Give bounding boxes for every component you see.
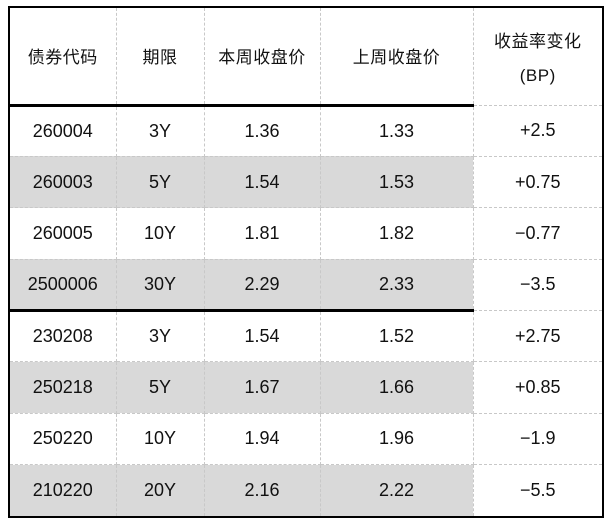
yield-change-cell: −0.77 <box>473 207 602 260</box>
yield-change-cell: +2.75 <box>473 310 602 363</box>
this-week-close-cell: 1.67 <box>204 361 321 414</box>
term-cell: 10Y <box>116 207 205 260</box>
bond-code-cell: 260005 <box>10 207 117 260</box>
bond-code-cell: 260004 <box>10 105 117 157</box>
bond-code-cell: 250220 <box>10 413 117 466</box>
table-header: 债券代码 期限 本周收盘价 上周收盘价 收益率变化 (BP) <box>10 8 602 107</box>
bond-code-cell: 210220 <box>10 464 117 516</box>
term-cell: 5Y <box>116 156 205 209</box>
this-week-close-cell: 2.16 <box>204 464 321 516</box>
last-week-close-cell: 1.33 <box>320 105 474 157</box>
this-week-close-cell: 1.81 <box>204 207 321 260</box>
this-week-close-cell: 1.54 <box>204 310 321 363</box>
table-row: 250220 10Y 1.94 1.96 −1.9 <box>10 413 602 466</box>
this-week-close-cell: 2.29 <box>204 259 321 313</box>
this-week-close-cell: 1.36 <box>204 105 321 157</box>
last-week-close-cell: 1.82 <box>320 207 474 260</box>
yield-change-label-line2: (BP) <box>519 65 556 85</box>
last-week-close-cell: 1.52 <box>320 310 474 363</box>
data-table: 债券代码 期限 本周收盘价 上周收盘价 收益率变化 (BP) 260004 3Y <box>10 8 602 516</box>
yield-change-cell: +0.85 <box>473 361 602 414</box>
table-row: 260003 5Y 1.54 1.53 +0.75 <box>10 156 602 209</box>
yield-change-label-line1: 收益率变化 <box>494 31 582 51</box>
bond-yield-table: 债券代码 期限 本周收盘价 上周收盘价 收益率变化 (BP) 260004 3Y <box>8 6 604 518</box>
bond-code-cell: 250218 <box>10 361 117 414</box>
col-header-this-week-close: 本周收盘价 <box>204 8 321 107</box>
table-row: 230208 3Y 1.54 1.52 +2.75 <box>10 310 602 363</box>
yield-change-cell: +2.5 <box>473 105 602 157</box>
table-row: 260004 3Y 1.36 1.33 +2.5 <box>10 105 602 157</box>
term-cell: 10Y <box>116 413 205 466</box>
col-header-bond-code: 债券代码 <box>10 8 117 107</box>
table-row: 250218 5Y 1.67 1.66 +0.85 <box>10 361 602 414</box>
yield-change-cell: −1.9 <box>473 413 602 466</box>
term-cell: 3Y <box>116 310 205 363</box>
term-cell: 30Y <box>116 259 205 313</box>
yield-change-cell: −5.5 <box>473 464 602 516</box>
last-week-close-cell: 1.96 <box>320 413 474 466</box>
this-week-close-cell: 1.54 <box>204 156 321 209</box>
table-body: 260004 3Y 1.36 1.33 +2.5 260003 5Y 1.54 … <box>10 105 602 516</box>
col-header-yield-change-bp: 收益率变化 (BP) <box>473 8 602 106</box>
last-week-close-cell: 1.53 <box>320 156 474 209</box>
bond-code-cell: 2500006 <box>10 259 117 313</box>
last-week-close-cell: 2.22 <box>320 464 474 516</box>
term-cell: 20Y <box>116 464 205 516</box>
yield-change-cell: +0.75 <box>473 156 602 209</box>
bond-code-cell: 230208 <box>10 310 117 363</box>
table-row: 210220 20Y 2.16 2.22 −5.5 <box>10 464 602 516</box>
yield-change-cell: −3.5 <box>473 259 602 312</box>
header-row: 债券代码 期限 本周收盘价 上周收盘价 收益率变化 (BP) <box>10 8 602 107</box>
last-week-close-cell: 2.33 <box>320 259 474 313</box>
table-row: 2500006 30Y 2.29 2.33 −3.5 <box>10 259 602 313</box>
table-row: 260005 10Y 1.81 1.82 −0.77 <box>10 207 602 260</box>
col-header-last-week-close: 上周收盘价 <box>320 8 474 107</box>
term-cell: 5Y <box>116 361 205 414</box>
term-cell: 3Y <box>116 105 205 157</box>
col-header-term: 期限 <box>116 8 205 107</box>
this-week-close-cell: 1.94 <box>204 413 321 466</box>
last-week-close-cell: 1.66 <box>320 361 474 414</box>
bond-code-cell: 260003 <box>10 156 117 209</box>
